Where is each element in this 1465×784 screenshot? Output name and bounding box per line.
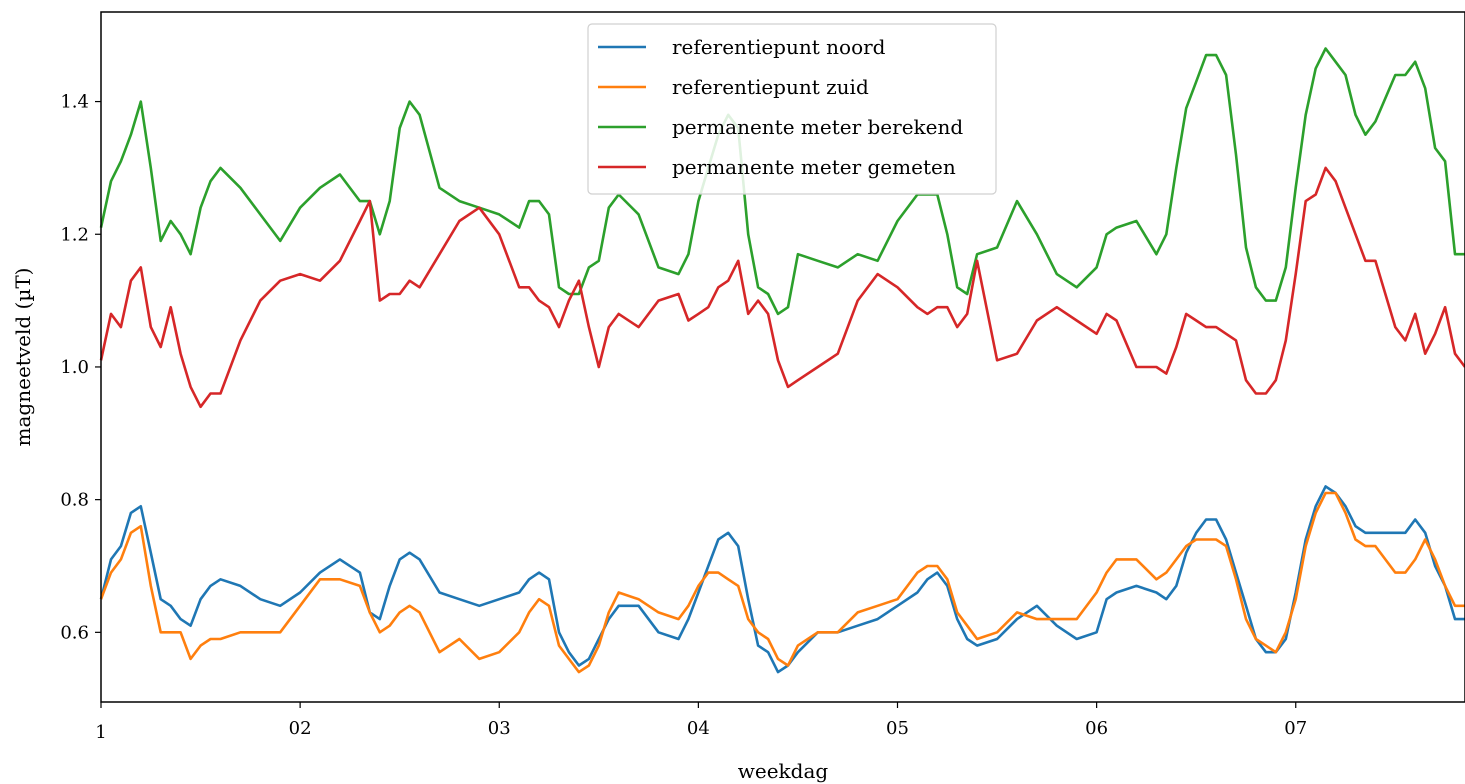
x-tick-label: 07 [1284,718,1307,739]
x-tick-label: 06 [1085,718,1108,739]
x-tick-label: 02 [289,718,312,739]
legend-label: permanente meter berekend [672,115,963,139]
y-tick-label: 0.8 [60,490,89,511]
series-line-2 [99,491,1465,674]
legend-label: permanente meter gemeten [672,155,956,179]
y-axis: 0.6 0.8 1.0 1.2 1.4 [60,92,101,643]
y-axis-label: magneetveld (µT) [11,268,35,447]
y-tick-label: 1.0 [60,357,89,378]
x-tick-label: 03 [488,718,511,739]
y-tick-label: 1.4 [60,92,89,113]
y-tick-label: 1.2 [60,224,89,245]
legend-label: referentiepunt noord [672,35,886,59]
series-line-4 [99,166,1465,409]
legend-box [587,23,997,195]
series-line-1 [99,485,1465,674]
x-axis: 1 02 03 04 05 06 07 [95,702,1307,743]
x-tick-label: 04 [687,718,710,739]
x-tick-label: 1 [95,722,106,743]
y-tick-label: 0.6 [60,622,89,643]
plot-frame [100,11,1465,703]
series-line-3 [99,47,1465,316]
legend: referentiepunt noord referentiepunt zuid p… [587,23,997,195]
x-axis-label: weekdag [738,759,829,783]
x-tick-label: 05 [886,718,909,739]
series-layer [99,47,1465,674]
legend-label: referentiepunt zuid [672,75,869,99]
